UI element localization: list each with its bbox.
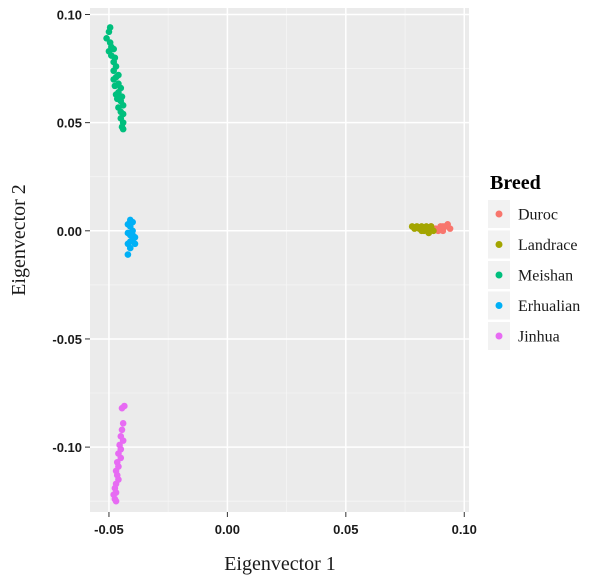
legend-label: Landrace — [518, 237, 578, 254]
legend-label: Meishan — [518, 268, 573, 285]
data-point — [124, 251, 132, 258]
data-point — [126, 244, 134, 252]
legend-title: Breed — [490, 172, 541, 194]
legend-swatch — [495, 210, 503, 218]
series-jinhua — [110, 402, 128, 505]
minor-gridlines — [90, 8, 469, 512]
x-tick-label: 0.05 — [333, 522, 358, 537]
legend-item-jinhua: Jinhua — [488, 322, 560, 350]
x-tick-label: 0.10 — [452, 522, 477, 537]
x-tick-label: 0.00 — [215, 522, 240, 537]
legend-label: Erhualian — [518, 298, 580, 315]
y-tick-label: -0.05 — [52, 332, 82, 347]
legend-swatch — [495, 302, 503, 309]
data-point — [105, 28, 113, 36]
data-point — [131, 240, 139, 248]
y-tick-label: 0.10 — [57, 7, 82, 22]
legend-swatch — [495, 332, 503, 340]
y-tick-label: 0.05 — [57, 116, 82, 131]
data-point — [119, 125, 127, 133]
series-meishan — [103, 24, 127, 133]
data-point — [129, 231, 136, 239]
data-point — [110, 76, 117, 83]
y-axis-title: Eigenvector 2 — [8, 184, 30, 296]
series-landrace — [408, 223, 437, 237]
legend-item-duroc: Duroc — [488, 200, 558, 228]
data-point — [118, 404, 126, 412]
legend: Breed Duroc Landrace Meishan Erhualian Jinhu… — [488, 172, 580, 350]
data-point — [111, 82, 119, 90]
legend-swatch — [495, 271, 503, 279]
data-point — [119, 420, 127, 427]
legend-label: Duroc — [518, 207, 558, 224]
x-axis-title: Eigenvector 1 — [224, 553, 336, 575]
legend-item-meishan: Meishan — [488, 261, 573, 289]
series-erhualian — [124, 216, 139, 258]
data-point — [118, 426, 126, 434]
data-points — [103, 24, 454, 505]
legend-item-erhualian: Erhualian — [488, 291, 580, 320]
legend-item-landrace: Landrace — [488, 230, 578, 259]
legend-label: Jinhua — [518, 329, 560, 346]
panel-background — [90, 8, 469, 512]
data-point — [112, 497, 120, 505]
data-point — [423, 225, 430, 232]
data-point — [446, 225, 454, 232]
x-axis: -0.05 0.00 0.05 0.10 — [94, 512, 477, 537]
x-tick-label: -0.05 — [94, 522, 124, 537]
legend-items: Duroc Landrace Meishan Erhualian Jinhua — [488, 200, 580, 350]
data-point — [439, 223, 447, 230]
major-gridlines — [90, 8, 469, 512]
legend-swatch — [495, 241, 503, 248]
y-axis: -0.10 -0.05 0.00 0.05 0.10 — [52, 7, 90, 455]
y-tick-label: 0.00 — [57, 224, 82, 239]
data-point — [430, 227, 437, 235]
y-tick-label: -0.10 — [52, 440, 82, 455]
data-point — [110, 67, 117, 75]
